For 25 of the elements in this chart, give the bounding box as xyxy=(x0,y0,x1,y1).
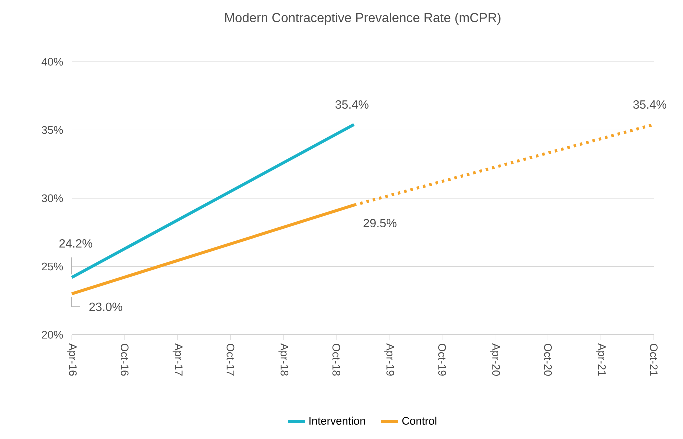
x-tick-label: Oct-20 xyxy=(544,344,552,376)
y-tick-label: 40% xyxy=(42,58,64,66)
x-tick-label: Oct-16 xyxy=(121,344,129,376)
y-tick-label: 20% xyxy=(42,331,64,339)
x-tick-label: Apr-19 xyxy=(384,344,394,376)
legend-label: Intervention xyxy=(310,416,366,425)
x-tick-label: Oct-17 xyxy=(226,344,235,376)
legend-label: Control xyxy=(402,416,437,425)
x-tick-label: Apr-20 xyxy=(490,344,500,376)
annotation: 35.4% xyxy=(634,100,667,110)
annotation: 24.2% xyxy=(60,239,93,248)
annotation: 23.0% xyxy=(90,302,123,312)
annotation: 35.4% xyxy=(336,100,369,110)
annotation: 29.5% xyxy=(364,219,397,228)
x-tick-label: Oct-21 xyxy=(650,344,658,376)
x-tick-label: Oct-18 xyxy=(332,344,340,376)
x-tick-label: Apr-18 xyxy=(278,344,289,376)
x-tick-label: Apr-21 xyxy=(596,344,606,376)
x-tick-label: Oct-19 xyxy=(438,344,446,376)
chart-title: Modern Contraceptive Prevalence Rate (mCPR) xyxy=(226,12,501,26)
x-tick-label: Apr-17 xyxy=(172,344,183,376)
y-tick-label: 25% xyxy=(42,262,64,271)
y-tick-label: 35% xyxy=(42,126,64,134)
y-tick-label: 30% xyxy=(42,194,64,202)
x-tick-label: Apr-16 xyxy=(67,344,77,376)
